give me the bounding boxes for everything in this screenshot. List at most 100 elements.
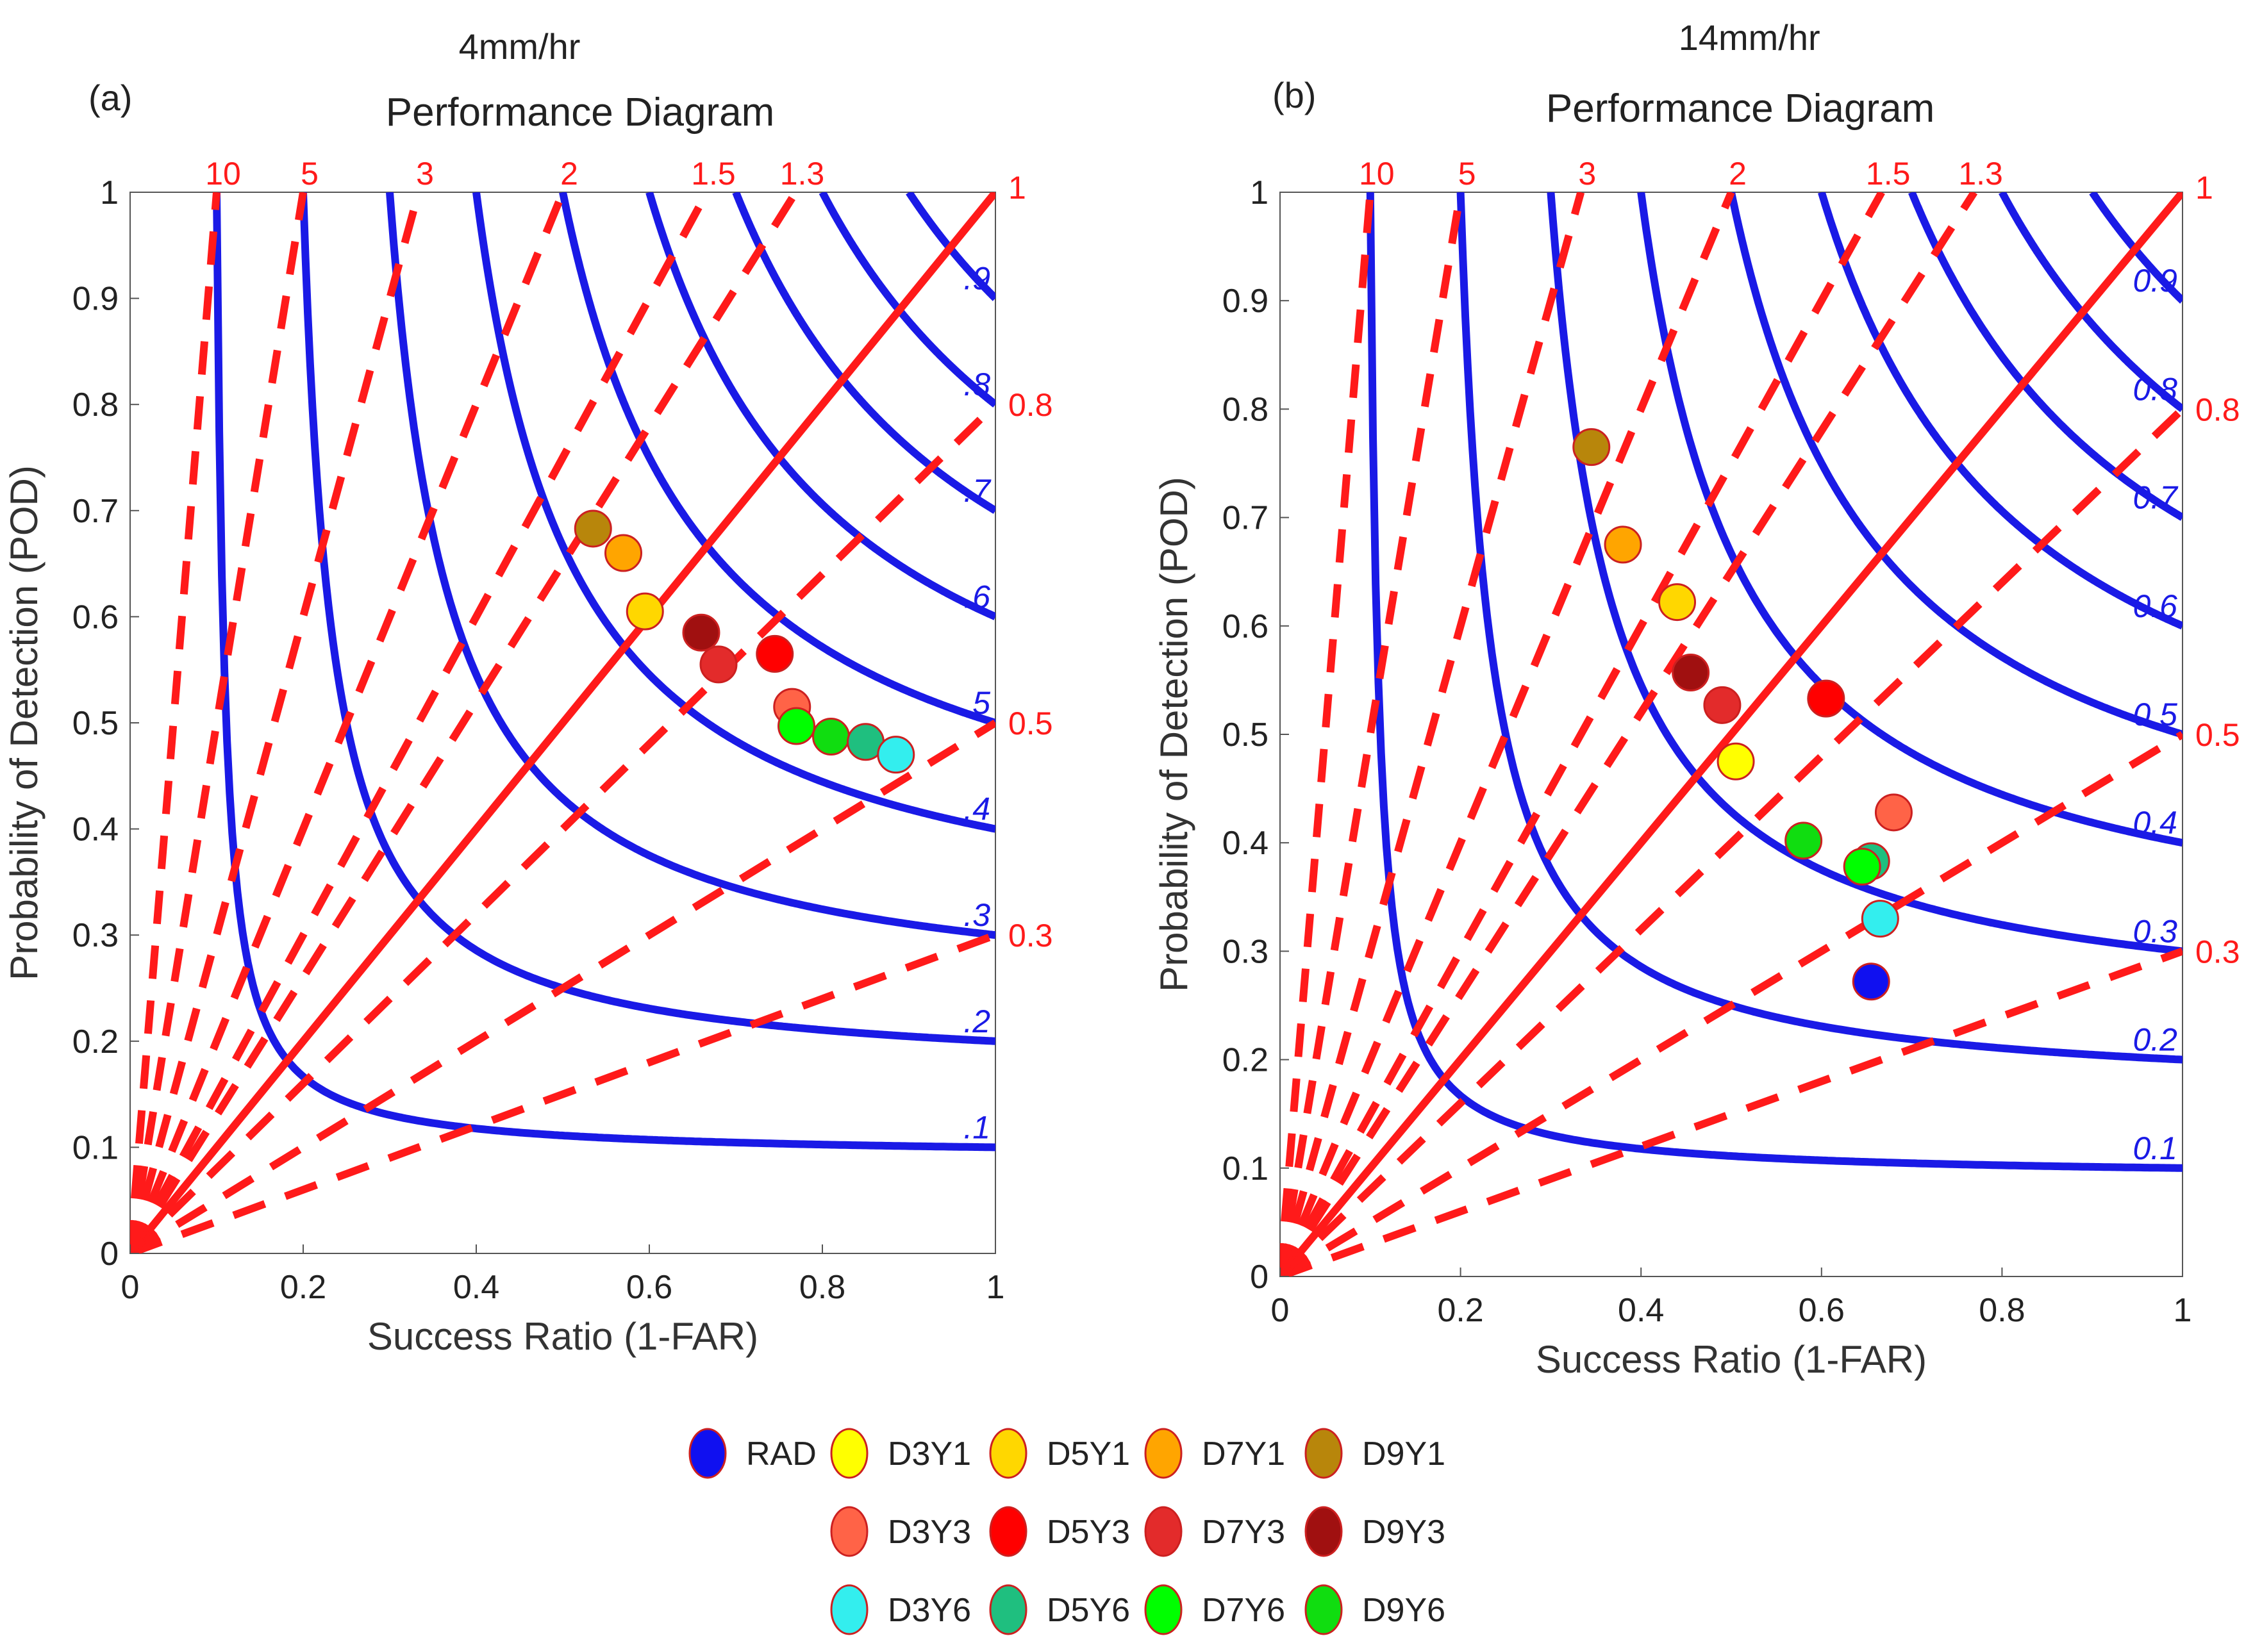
csi-label: 0.1 <box>2133 1130 2177 1166</box>
y-tick-label: 0.5 <box>1222 716 1268 754</box>
csi-label: 0.5 <box>2133 697 2177 732</box>
csi-label: .7 <box>963 473 992 509</box>
y-tick-label: 0.3 <box>72 917 119 954</box>
legend-marker <box>1144 1428 1183 1479</box>
bias-label: 1 <box>2195 170 2213 206</box>
legend-label: D3Y3 <box>888 1514 971 1551</box>
y-tick-label: 0.9 <box>1222 283 1268 320</box>
csi-line <box>386 192 995 939</box>
bias-label: 1.5 <box>1866 156 1911 192</box>
bias-line <box>1280 192 1374 1276</box>
y-tick-label: 0.8 <box>1222 391 1268 428</box>
legend-marker <box>989 1584 1027 1635</box>
y-tick-label: 0.2 <box>72 1023 119 1061</box>
bias-line <box>1280 192 1465 1276</box>
legend-marker <box>1304 1584 1343 1635</box>
csi-label: 0.6 <box>2133 588 2177 624</box>
panel-b: 0.1 0.2 0.3 0.4 0.5 0.6 0.7 0.8 0.9 0.3 0.5 0.8 1 1.3… <box>1152 17 2240 1381</box>
bias-line <box>1280 406 2183 1276</box>
x-tick-label: 0.2 <box>1437 1292 1483 1329</box>
csi-label: 0.3 <box>2133 913 2177 949</box>
legend-marker <box>830 1428 869 1479</box>
data-point <box>604 534 642 572</box>
x-axis-label: Success Ratio (1-FAR) <box>367 1315 758 1358</box>
legend-marker <box>1304 1428 1343 1479</box>
csi-label: .5 <box>963 685 990 721</box>
data-point <box>1604 525 1642 564</box>
legend-label: D7Y1 <box>1202 1435 1285 1473</box>
plot-area <box>130 192 995 1253</box>
bias-line <box>1280 947 2183 1276</box>
y-axis-label: Probability of Detection (POD) <box>1152 477 1195 992</box>
threshold-title: 14mm/hr <box>1679 17 1820 58</box>
bias-line <box>130 401 995 1253</box>
bias-label: 0.3 <box>1008 918 1053 954</box>
csi-label: .1 <box>963 1109 990 1145</box>
bias-label: 1 <box>1008 170 1026 206</box>
data-point <box>626 592 664 631</box>
csi-line <box>213 192 995 1152</box>
bias-label: 1.5 <box>691 156 736 192</box>
csi-label: .9 <box>963 261 990 297</box>
legend-label: RAD <box>746 1435 817 1473</box>
data-point <box>1843 847 1881 886</box>
bias-label: 1.3 <box>1958 156 2003 192</box>
csi-label: 0.8 <box>2133 371 2177 407</box>
bias-line <box>130 192 307 1253</box>
x-tick-label: 0.8 <box>799 1269 845 1306</box>
data-point <box>1703 686 1742 724</box>
panel-label: (a) <box>88 78 132 118</box>
threshold-title: 4mm/hr <box>459 26 581 67</box>
y-tick-label: 0.5 <box>72 705 119 742</box>
csi-label: .6 <box>963 579 990 615</box>
data-point <box>877 736 915 774</box>
x-tick-label: 0.6 <box>1799 1292 1845 1329</box>
bias-label: 2 <box>560 156 578 192</box>
y-tick-label: 0.3 <box>1222 933 1268 970</box>
y-tick-label: 0.8 <box>72 386 119 424</box>
y-tick-label: 0.6 <box>72 599 119 636</box>
csi-line <box>732 192 995 514</box>
bias-label: 1.3 <box>780 156 825 192</box>
csi-line <box>1999 192 2183 413</box>
legend-label: D5Y3 <box>1047 1514 1130 1551</box>
legend-label: D7Y3 <box>1202 1514 1285 1551</box>
csi-line <box>1366 192 2183 1172</box>
x-tick-label: 0.8 <box>1979 1292 2025 1329</box>
panel-title: Performance Diagram <box>1546 87 1934 131</box>
csi-label: .2 <box>963 1004 990 1039</box>
bias-label: 5 <box>1458 156 1476 192</box>
bias-label: 3 <box>416 156 434 192</box>
y-tick-label: 0.4 <box>72 811 119 848</box>
bias-line <box>130 192 567 1253</box>
panel-a: .1.2.3.4.5.6.7.8.90.30.50.811.31.5235100… <box>3 26 1053 1358</box>
y-tick-label: 0.1 <box>1222 1150 1268 1187</box>
data-point <box>1784 822 1823 860</box>
data-point <box>1861 900 1899 938</box>
x-tick-label: 1 <box>2174 1292 2192 1329</box>
x-axis-label: Success Ratio (1-FAR) <box>1536 1338 1927 1381</box>
legend-marker <box>688 1428 727 1479</box>
legend-label: D5Y1 <box>1047 1435 1130 1473</box>
legend-marker <box>1144 1506 1183 1557</box>
data-point <box>1717 742 1755 781</box>
legend-label: D9Y1 <box>1362 1435 1445 1473</box>
bias-label: 10 <box>1359 156 1395 192</box>
y-tick-label: 0.7 <box>1222 500 1268 537</box>
legend-marker <box>1304 1506 1343 1557</box>
bias-line <box>1280 192 1885 1276</box>
legend-label: D3Y1 <box>888 1435 971 1473</box>
bias-line <box>1280 192 1978 1276</box>
x-tick-label: 0 <box>1271 1292 1290 1329</box>
data-point <box>1658 583 1697 622</box>
x-tick-label: 0.2 <box>280 1269 326 1306</box>
bias-line <box>130 192 799 1253</box>
csi-line <box>1637 192 2183 847</box>
csi-label: 0.9 <box>2133 263 2177 299</box>
legend-marker <box>830 1584 869 1635</box>
legend-marker <box>989 1506 1027 1557</box>
legend-marker <box>989 1428 1027 1479</box>
y-tick-label: 0 <box>100 1235 119 1273</box>
